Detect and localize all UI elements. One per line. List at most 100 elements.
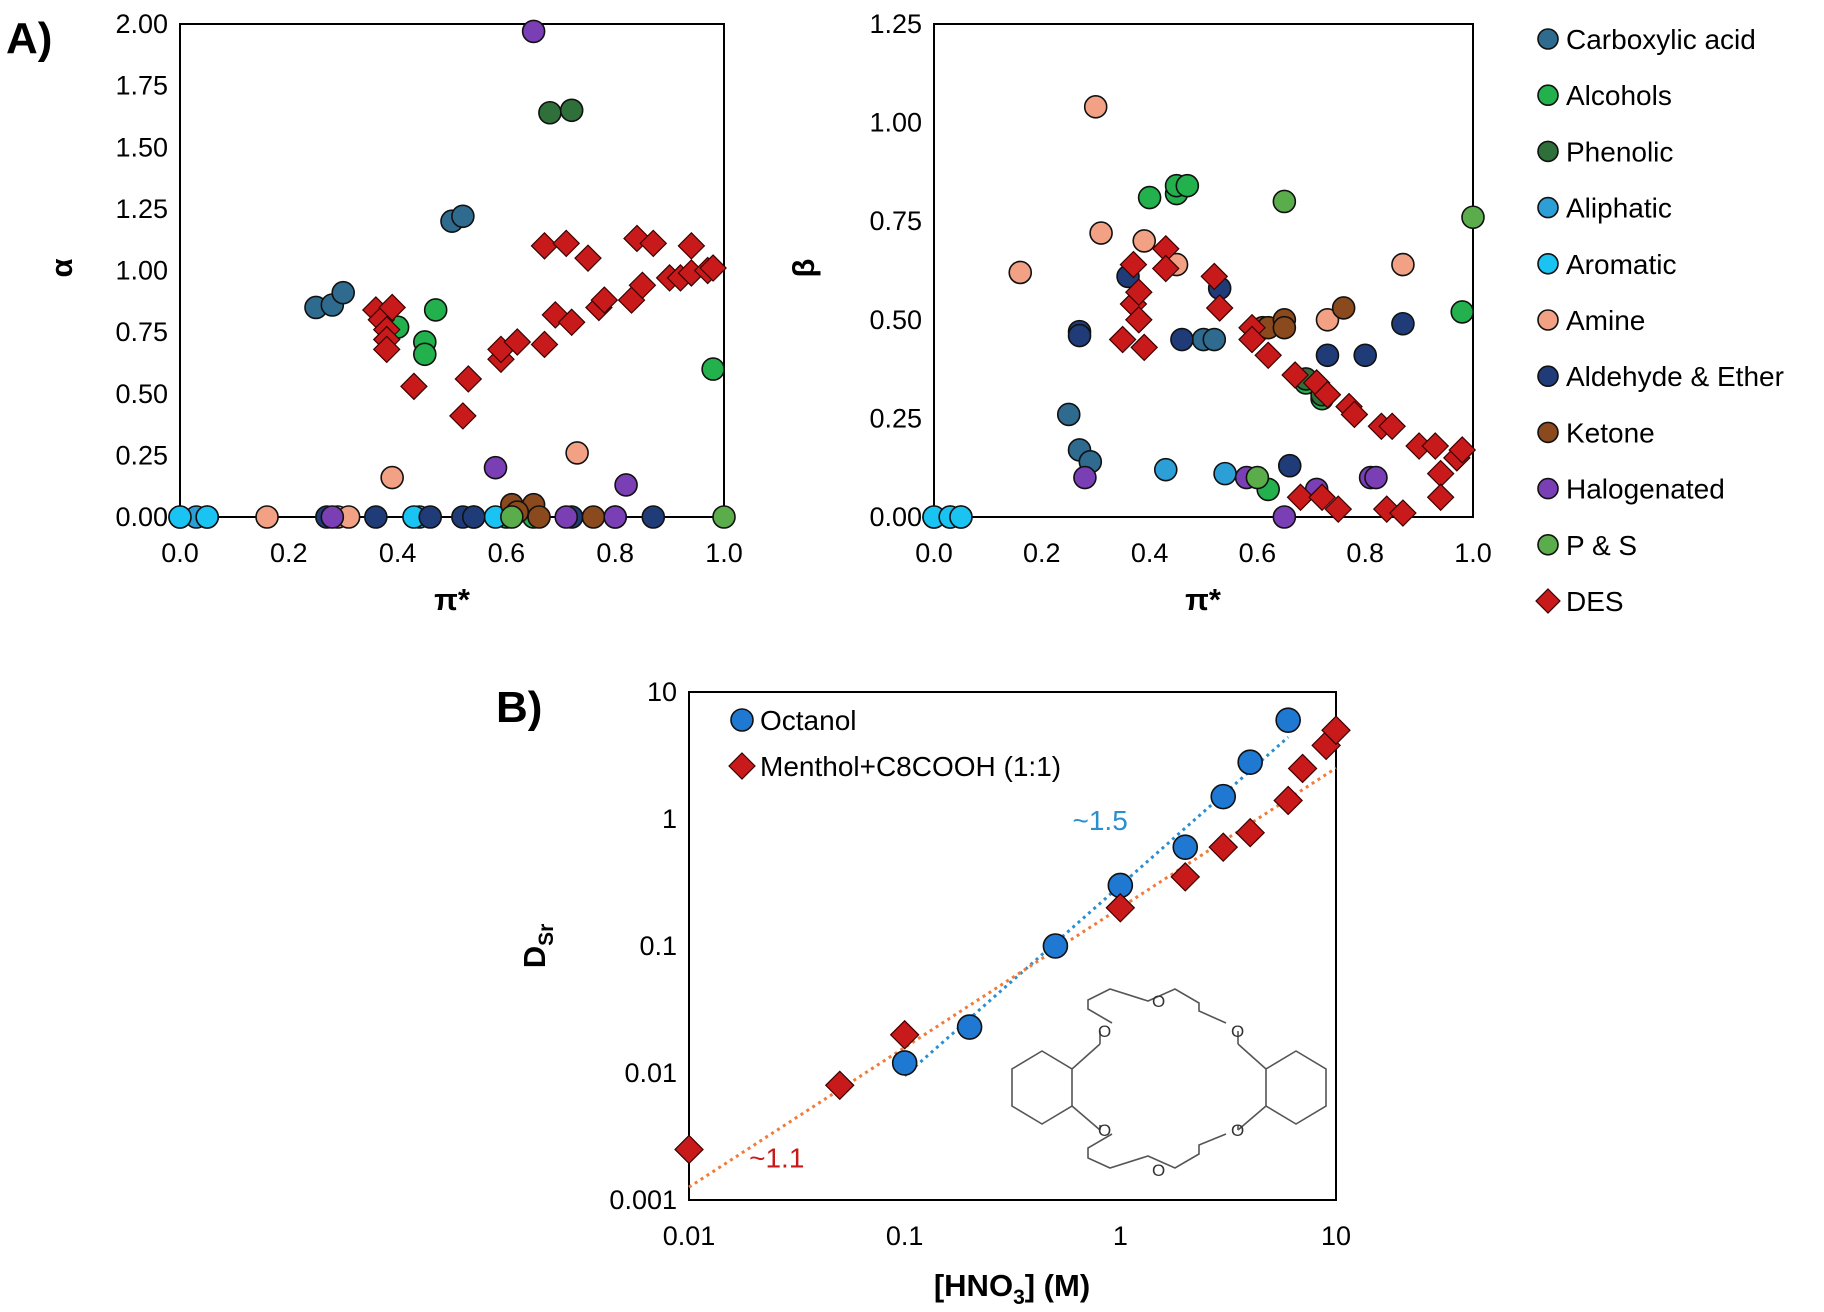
diamond-point bbox=[628, 271, 657, 300]
circle-point bbox=[1083, 95, 1108, 119]
diamond-point bbox=[1281, 361, 1309, 389]
legend-marker bbox=[728, 752, 756, 780]
fit-line bbox=[688, 766, 1337, 1189]
diamond-point bbox=[1200, 262, 1229, 291]
diamond-point bbox=[1151, 254, 1180, 283]
circle-point bbox=[364, 505, 388, 529]
circle-point bbox=[320, 505, 345, 529]
circle-point bbox=[1391, 311, 1415, 336]
diamond-point bbox=[574, 244, 602, 273]
diamond-point bbox=[1170, 862, 1201, 892]
circle-point bbox=[331, 280, 356, 305]
y-tick-label: 1.25 bbox=[115, 194, 168, 224]
y-axis-label: β bbox=[786, 259, 821, 278]
circle-point bbox=[1364, 465, 1388, 490]
legend-marker bbox=[730, 708, 754, 732]
circle-point bbox=[451, 204, 475, 229]
legend-label: Amine bbox=[1566, 305, 1645, 336]
circle-point bbox=[195, 505, 219, 529]
x-tick-label: 0.8 bbox=[1346, 538, 1384, 568]
legend-marker bbox=[1537, 421, 1559, 444]
diamond-point bbox=[1426, 483, 1455, 512]
x-tick-label: 0.1 bbox=[886, 1221, 924, 1251]
diamond-point bbox=[1119, 250, 1148, 279]
diamond-point bbox=[1448, 436, 1477, 464]
panel-label-a: A) bbox=[6, 14, 52, 63]
circle-point bbox=[1315, 343, 1340, 368]
diamond-point bbox=[1340, 400, 1369, 429]
diamond-point bbox=[557, 308, 586, 337]
legend-label: Aromatic bbox=[1566, 249, 1676, 280]
circle-point bbox=[1272, 315, 1297, 340]
circle-point bbox=[380, 465, 404, 490]
circle-point bbox=[1089, 221, 1113, 245]
oxygen-atom-label: O bbox=[1231, 1022, 1244, 1041]
x-tick-label: 0.0 bbox=[161, 538, 199, 568]
diamond-point bbox=[1105, 892, 1136, 923]
diamond-point bbox=[1208, 832, 1239, 863]
y-tick-label: 0.75 bbox=[115, 317, 168, 347]
diamond-point bbox=[1324, 495, 1353, 523]
diamond-point bbox=[639, 229, 668, 258]
y-tick-labels: 0.001 0.01 0.1 1 10 bbox=[609, 677, 677, 1215]
circle-point bbox=[168, 505, 192, 529]
legend-label: P & S bbox=[1566, 530, 1637, 561]
circle-point bbox=[1461, 205, 1485, 230]
circle-point bbox=[1450, 300, 1475, 324]
data-points bbox=[674, 707, 1351, 1165]
circle-point bbox=[1331, 296, 1356, 320]
circle-point bbox=[483, 455, 508, 480]
circle-point bbox=[1175, 173, 1200, 198]
x-tick-label: 1.0 bbox=[705, 538, 743, 568]
circle-point bbox=[1213, 461, 1237, 486]
circle-point bbox=[461, 505, 486, 529]
x-tick-label: 0.2 bbox=[270, 538, 308, 568]
legend-marker bbox=[1537, 365, 1559, 388]
circle-point bbox=[423, 298, 448, 322]
legend-label: Aldehyde & Ether bbox=[1566, 361, 1784, 392]
circle-point bbox=[712, 505, 736, 529]
legend-label: Carboxylic acid bbox=[1566, 24, 1756, 55]
alpha-vs-pi-chart: 0.00 0.25 0.50 0.75 1.00 1.25 1.50 1.75 2.00 0.0… bbox=[44, 9, 743, 617]
circle-point bbox=[1277, 453, 1302, 478]
circle-point bbox=[1056, 402, 1081, 427]
diamond-point bbox=[1273, 785, 1304, 816]
circle-point bbox=[603, 505, 628, 529]
diamond-point bbox=[1421, 432, 1450, 460]
y-tick-label: 0.00 bbox=[115, 502, 168, 532]
oxygen-atom-label: O bbox=[1098, 1121, 1111, 1140]
y-tick-label: 0.25 bbox=[869, 403, 922, 433]
diamond-point bbox=[674, 1134, 704, 1165]
dsr-vs-hno3-chart: 0.001 0.01 0.1 1 10 0.01 0.1 1 10 [HNO3] (M) DS… bbox=[517, 677, 1351, 1309]
circle-point bbox=[1245, 465, 1270, 490]
bond bbox=[1071, 1043, 1101, 1070]
y-tick-label: 2.00 bbox=[115, 9, 168, 39]
y-tick-label: 1.75 bbox=[115, 71, 168, 101]
legend-label: Halogenated bbox=[1566, 474, 1725, 505]
diamond-point bbox=[552, 229, 581, 258]
x-tick-label: 1.0 bbox=[1454, 538, 1492, 568]
x-tick-label: 0.01 bbox=[663, 1221, 716, 1251]
circle-point bbox=[1132, 229, 1157, 253]
legend-marker bbox=[1537, 196, 1559, 219]
circle-point bbox=[255, 505, 279, 529]
circle-point bbox=[1042, 933, 1069, 959]
diamond-point bbox=[1238, 325, 1266, 354]
oxygen-atom-label: O bbox=[1098, 1022, 1111, 1041]
circle-point bbox=[554, 505, 579, 529]
circle-point bbox=[949, 505, 973, 529]
x-tick-label: 0.2 bbox=[1023, 538, 1061, 568]
x-axis-label: π* bbox=[1185, 582, 1222, 617]
diamond-point bbox=[454, 365, 483, 393]
legend-label: DES bbox=[1566, 586, 1624, 617]
x-tick-labels: 0.0 0.2 0.4 0.6 0.8 1.0 bbox=[915, 538, 1492, 568]
cyclohexane-ring-left bbox=[1011, 1050, 1073, 1125]
y-tick-label: 1.00 bbox=[115, 256, 168, 286]
fit-lines bbox=[688, 736, 1337, 1189]
diamond-point bbox=[1205, 294, 1234, 322]
diamond-point bbox=[1389, 499, 1417, 527]
diamond-point bbox=[824, 1070, 855, 1101]
circle-point bbox=[521, 19, 546, 44]
crown-ether-structure-icon bbox=[1011, 988, 1327, 1169]
oxygen-atom-labels: O O O O O O bbox=[1098, 992, 1244, 1180]
